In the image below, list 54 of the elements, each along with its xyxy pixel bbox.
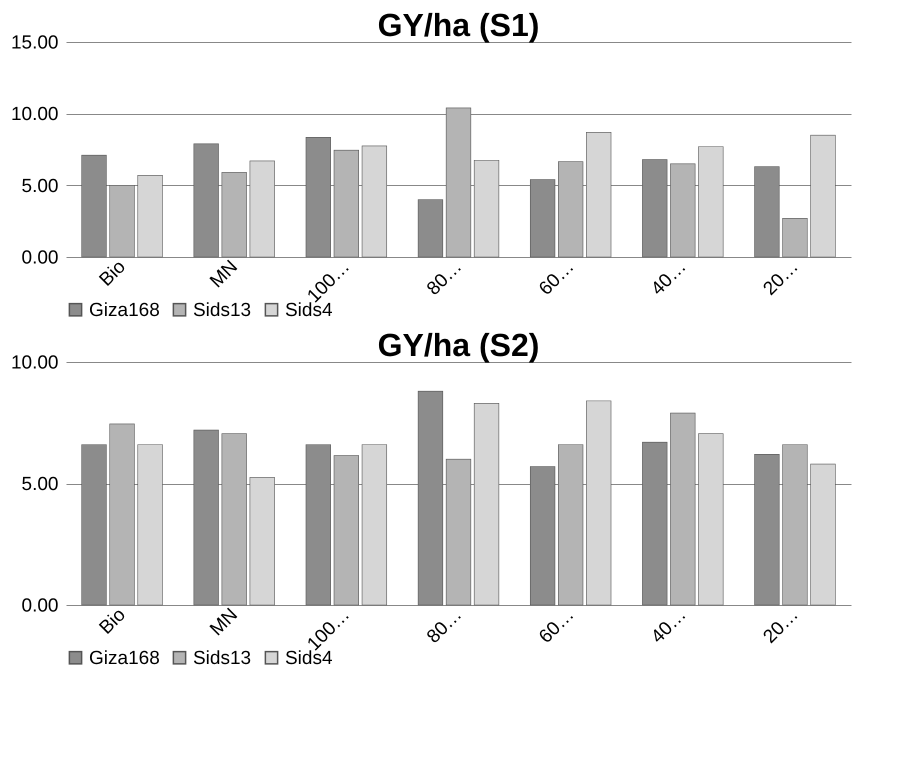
bar bbox=[137, 175, 163, 258]
x-tick-label: 40… bbox=[647, 604, 691, 648]
x-tick-label: Bio bbox=[96, 256, 130, 291]
y-tick-label: 10.00 bbox=[10, 104, 58, 126]
bar bbox=[474, 403, 500, 606]
bar bbox=[137, 444, 163, 606]
bar bbox=[362, 146, 388, 258]
bar bbox=[670, 164, 696, 258]
bar bbox=[698, 433, 724, 606]
x-tick-label: 60… bbox=[535, 256, 578, 300]
x-tick-label: 80… bbox=[423, 256, 466, 300]
x-tick-label: 20… bbox=[759, 604, 803, 648]
x-tick-label: 40… bbox=[647, 256, 691, 300]
bar bbox=[334, 455, 359, 606]
y-tick-label: 5.00 bbox=[22, 176, 58, 197]
bar bbox=[109, 185, 135, 258]
chart-title: GY/ha (S1) bbox=[378, 7, 540, 43]
legend-label: Sids13 bbox=[193, 300, 252, 321]
y-tick-label: 15.00 bbox=[10, 32, 58, 54]
bar bbox=[222, 172, 247, 258]
x-tick-label: Bio bbox=[96, 604, 130, 639]
x-tick-label: 60… bbox=[535, 604, 578, 648]
bar bbox=[250, 477, 275, 606]
bar bbox=[698, 146, 724, 258]
bar bbox=[670, 412, 696, 606]
bar bbox=[474, 160, 500, 258]
bar bbox=[558, 444, 584, 606]
bar bbox=[222, 433, 247, 606]
bar bbox=[334, 150, 359, 258]
bar bbox=[782, 444, 808, 606]
y-tick-label: 0.00 bbox=[22, 248, 58, 268]
bar bbox=[109, 424, 135, 606]
x-tick-label: 20… bbox=[759, 256, 803, 300]
x-tick-label: MN bbox=[206, 604, 242, 640]
chart-title: GY/ha (S2) bbox=[378, 327, 540, 363]
y-tick-label: 10.00 bbox=[10, 352, 58, 374]
x-tick-label: 80… bbox=[423, 604, 466, 648]
y-tick-label: 0.00 bbox=[22, 596, 58, 616]
bar bbox=[558, 161, 584, 258]
bar bbox=[586, 132, 612, 258]
bar bbox=[586, 400, 612, 606]
bar bbox=[362, 444, 388, 606]
bar bbox=[446, 108, 472, 258]
bar bbox=[446, 458, 472, 606]
bar bbox=[810, 464, 836, 606]
legend-label: Giza168 bbox=[89, 648, 160, 669]
bar bbox=[810, 134, 836, 258]
bar bbox=[418, 199, 444, 258]
legend-label: Giza168 bbox=[89, 300, 160, 321]
y-tick-label: 5.00 bbox=[22, 474, 58, 495]
legend-label: Sids13 bbox=[193, 648, 252, 669]
bar bbox=[782, 218, 808, 258]
bar bbox=[250, 160, 275, 258]
x-tick-label: MN bbox=[206, 256, 242, 292]
